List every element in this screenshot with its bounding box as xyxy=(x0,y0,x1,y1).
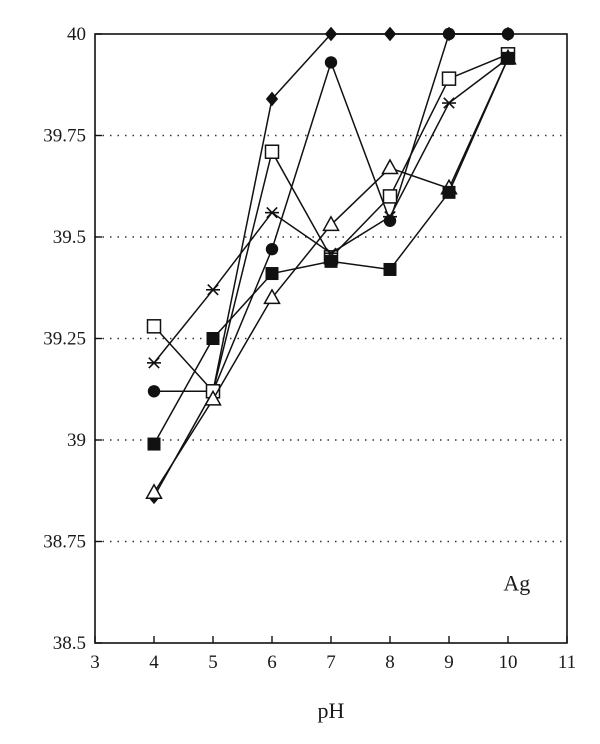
filled-square-marker xyxy=(442,185,456,199)
x-tick-label: 4 xyxy=(149,652,159,673)
open-triangle-marker xyxy=(381,158,399,175)
x-axis-title: pH xyxy=(318,698,345,723)
open-triangle-marker xyxy=(263,288,281,305)
open-square-marker xyxy=(382,189,398,204)
open-triangle-marker xyxy=(145,483,163,500)
filled-square-marker xyxy=(206,332,220,345)
filled-square-marker xyxy=(501,51,515,65)
x-tick-labels: 3 4 5 6 7 8 9 10 11 xyxy=(90,652,576,673)
x-tick-label: 7 xyxy=(326,652,336,673)
star-marker xyxy=(265,206,279,219)
open-square-marker xyxy=(146,319,162,334)
y-tick-label: 38.5 xyxy=(53,633,86,654)
open-square-marker xyxy=(264,144,280,159)
series-square-filled xyxy=(147,51,515,451)
y-tick-label: 39.25 xyxy=(43,329,86,350)
tick-marks xyxy=(94,33,568,644)
x-tick-label: 3 xyxy=(90,652,100,673)
open-triangle-marker xyxy=(322,215,340,232)
filled-square-marker xyxy=(324,254,338,268)
y-tick-label: 40 xyxy=(67,24,86,45)
series-line xyxy=(153,57,509,364)
series-circle-filled xyxy=(147,27,515,398)
filled-square-marker xyxy=(147,437,161,451)
open-square-marker xyxy=(441,71,457,86)
element-annotation: Ag xyxy=(503,571,530,596)
star-marker xyxy=(442,97,456,109)
diamond-marker xyxy=(265,91,279,107)
y-tick-label: 39 xyxy=(67,430,86,451)
filled-square-marker xyxy=(383,262,397,276)
star-marker xyxy=(206,284,220,296)
y-tick-label: 39.75 xyxy=(43,126,86,147)
x-tick-label: 10 xyxy=(499,652,518,673)
x-tick-label: 6 xyxy=(267,652,277,673)
x-tick-label: 5 xyxy=(208,652,218,673)
series-layer xyxy=(145,26,517,505)
y-tick-label: 38.75 xyxy=(43,532,86,553)
x-tick-label: 11 xyxy=(558,652,576,673)
circle-marker xyxy=(324,56,338,69)
circle-marker xyxy=(383,214,397,227)
series-star xyxy=(147,52,515,369)
series-triangle-open xyxy=(145,48,517,500)
star-marker xyxy=(383,210,397,223)
open-triangle-marker xyxy=(204,389,222,406)
series-line xyxy=(153,58,509,494)
circle-marker xyxy=(147,385,161,398)
y-tick-label: 39.5 xyxy=(53,227,86,248)
circle-marker xyxy=(265,242,279,256)
x-tick-label: 9 xyxy=(444,652,454,673)
filled-square-marker xyxy=(265,267,279,281)
star-marker xyxy=(147,357,161,369)
x-tick-label: 8 xyxy=(385,652,395,673)
y-tick-labels: 38.5 38.75 39 39.25 39.5 39.75 40 xyxy=(43,24,86,654)
